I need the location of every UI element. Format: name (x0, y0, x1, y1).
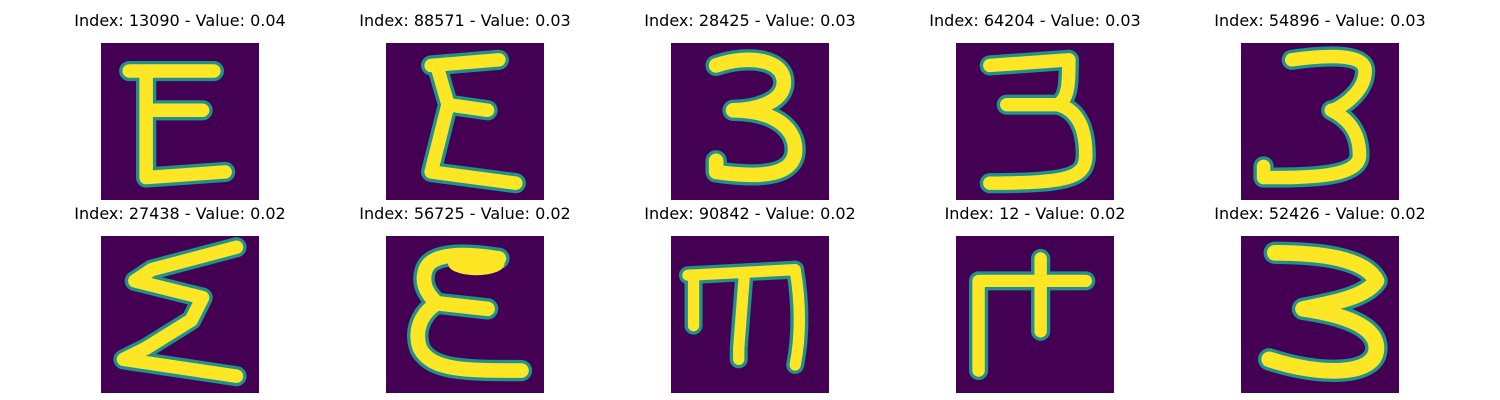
panel-2: Index: 88571 - Value: 0.03 (320, 9, 610, 200)
panel-title: Index: 54896 - Value: 0.03 (1214, 11, 1426, 30)
digit-image (386, 43, 544, 200)
panel-title: Index: 90842 - Value: 0.02 (644, 204, 856, 223)
panel-title: Index: 88571 - Value: 0.03 (359, 11, 571, 30)
panel-1: Index: 13090 - Value: 0.04 (35, 9, 325, 200)
digit-image (101, 236, 259, 393)
panel-title: Index: 13090 - Value: 0.04 (74, 11, 286, 30)
digit-image (1241, 43, 1399, 200)
digit-image (671, 236, 829, 393)
panel-6: Index: 27438 - Value: 0.02 (35, 202, 325, 393)
digit-image (956, 43, 1114, 200)
digit-image (101, 43, 259, 200)
panel-title: Index: 28425 - Value: 0.03 (644, 11, 856, 30)
panel-9: Index: 12 - Value: 0.02 (890, 202, 1180, 393)
digit-image (386, 236, 544, 393)
panel-title: Index: 56725 - Value: 0.02 (359, 204, 571, 223)
panel-8: Index: 90842 - Value: 0.02 (605, 202, 895, 393)
digit-image (1241, 236, 1399, 393)
digit-image (671, 43, 829, 200)
panel-title: Index: 27438 - Value: 0.02 (74, 204, 286, 223)
digit-image (956, 236, 1114, 393)
panel-title: Index: 64204 - Value: 0.03 (929, 11, 1141, 30)
panel-4: Index: 64204 - Value: 0.03 (890, 9, 1180, 200)
panel-3: Index: 28425 - Value: 0.03 (605, 9, 895, 200)
panel-5: Index: 54896 - Value: 0.03 (1175, 9, 1465, 200)
panel-10: Index: 52426 - Value: 0.02 (1175, 202, 1465, 393)
panel-title: Index: 52426 - Value: 0.02 (1214, 204, 1426, 223)
panel-title: Index: 12 - Value: 0.02 (944, 204, 1126, 223)
panel-7: Index: 56725 - Value: 0.02 (320, 202, 610, 393)
